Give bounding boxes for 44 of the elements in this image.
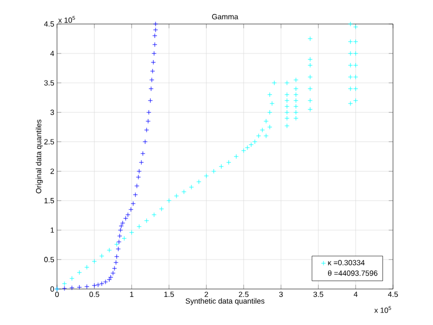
point: [116, 246, 121, 252]
point: [148, 98, 153, 104]
point: [150, 68, 156, 74]
point: [150, 60, 156, 65]
point: [120, 220, 126, 226]
point: [69, 285, 74, 290]
point: [118, 228, 123, 233]
point: [149, 77, 154, 82]
point: [148, 86, 154, 92]
point: [76, 284, 82, 290]
point: [106, 277, 112, 282]
point: [103, 279, 108, 284]
point: [112, 266, 117, 271]
point: [146, 110, 152, 115]
point: [128, 207, 134, 212]
point: [136, 168, 142, 174]
point: [153, 27, 158, 32]
point: [125, 212, 130, 218]
point: [118, 224, 124, 228]
point: [144, 128, 150, 132]
point: [96, 282, 101, 288]
point: [136, 174, 141, 180]
point: [108, 274, 114, 280]
point: [132, 192, 138, 198]
point: [134, 183, 140, 188]
point: [99, 281, 104, 286]
point: [114, 254, 120, 260]
point: [92, 283, 97, 288]
point: [153, 22, 158, 26]
point: [140, 151, 146, 156]
point: [117, 234, 122, 238]
point: [138, 160, 144, 165]
point: [130, 201, 136, 206]
point: [110, 270, 116, 276]
point: [146, 118, 151, 124]
point: [123, 216, 128, 221]
point: [152, 42, 158, 48]
point: [62, 286, 67, 291]
point: [152, 50, 157, 56]
point: [152, 33, 158, 38]
point: [84, 284, 90, 290]
point: [142, 139, 148, 144]
point: [116, 239, 122, 244]
point: [114, 260, 118, 265]
